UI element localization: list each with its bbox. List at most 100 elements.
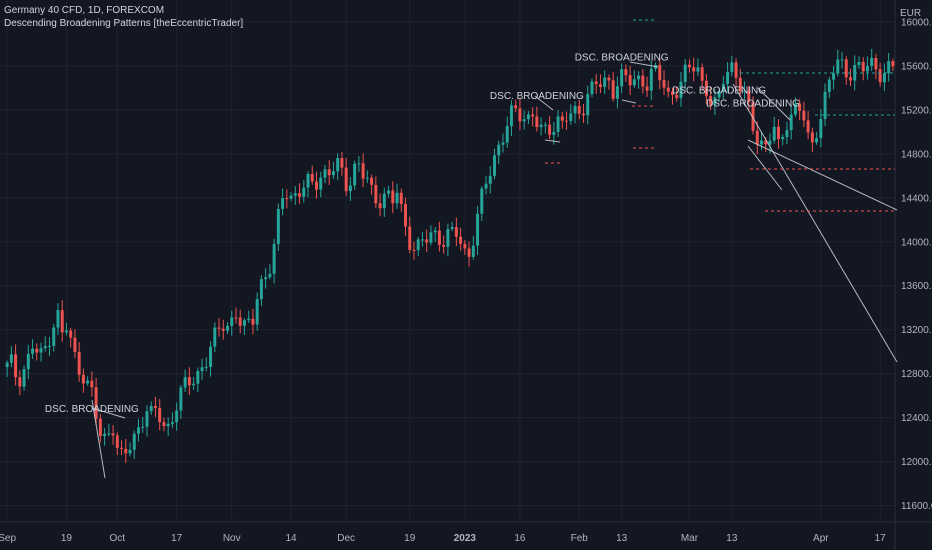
candle-body	[9, 354, 13, 363]
pattern-label: DSC. BROADENING	[706, 99, 800, 110]
candle-body	[755, 130, 759, 145]
chart-legend: Germany 40 CFD, 1D, FOREXCOM Descending …	[4, 4, 243, 30]
candle-body	[204, 366, 208, 368]
candle-body	[353, 163, 357, 186]
candle-body	[60, 310, 64, 333]
candle-body	[747, 90, 751, 103]
candle-body	[446, 229, 450, 247]
x-tick-label: 2023	[454, 533, 477, 544]
candle-body	[14, 354, 18, 378]
candle-body	[69, 330, 73, 338]
candle-body	[111, 433, 115, 436]
candle-body	[785, 130, 789, 138]
candle-body	[285, 198, 289, 200]
candle-body	[815, 137, 819, 143]
candle-body	[213, 327, 217, 347]
candle-body	[374, 184, 378, 204]
candle-body	[730, 62, 734, 72]
pattern-trendline	[747, 145, 783, 191]
y-tick-label: 14400.0	[901, 193, 932, 204]
candle-body	[115, 435, 119, 448]
candle-body	[679, 81, 683, 98]
candle-body	[738, 77, 742, 92]
candle-body	[535, 116, 539, 128]
candle-body	[891, 61, 895, 67]
candle-body	[658, 65, 662, 81]
candle-body	[645, 86, 649, 91]
candle-body	[709, 96, 713, 106]
y-tick-label: 12800.0	[901, 369, 932, 380]
candle-body	[471, 245, 475, 257]
symbol-title: Germany 40 CFD, 1D, FOREXCOM	[4, 5, 165, 16]
candle-body	[107, 433, 111, 435]
candle-body	[590, 81, 594, 95]
candle-body	[882, 73, 886, 83]
candle-body	[518, 108, 522, 122]
candle-body	[641, 75, 645, 87]
candle-body	[488, 175, 492, 184]
candle-body	[514, 105, 518, 109]
pattern-trendline	[621, 99, 637, 104]
candle-body	[259, 279, 263, 300]
x-tick-label: 19	[61, 533, 73, 544]
candle-body	[793, 103, 797, 115]
candle-body	[420, 239, 424, 241]
candle-body	[408, 226, 412, 250]
candle-body	[764, 140, 768, 145]
candle-body	[103, 433, 107, 437]
candle-body	[344, 167, 348, 192]
candle-body	[454, 227, 458, 237]
candle-body	[433, 230, 437, 233]
y-tick-label: 11600.0	[901, 501, 932, 512]
candle-body	[94, 387, 98, 419]
candle-body	[64, 330, 68, 333]
candle-body	[878, 69, 882, 83]
x-tick-label: Oct	[110, 533, 126, 544]
candle-body	[293, 193, 297, 196]
candle-body	[628, 75, 632, 86]
candle-body	[615, 86, 619, 99]
x-tick-label: 13	[726, 533, 738, 544]
candle-body	[153, 406, 157, 408]
candle-body	[772, 126, 776, 141]
candle-body	[743, 90, 747, 92]
candle-body	[52, 327, 56, 346]
candle-body	[819, 118, 823, 138]
indicator-title: Descending Broadening Patterns [theEccen…	[4, 18, 244, 29]
candle-body	[327, 169, 331, 176]
y-tick-label: 16000.0	[901, 17, 932, 28]
candle-body	[217, 327, 221, 329]
candle-body	[306, 173, 310, 188]
candle-body	[187, 377, 191, 386]
candle-body	[789, 114, 793, 131]
candle-body	[192, 383, 196, 386]
x-tick-label: Nov	[223, 533, 241, 544]
candle-body	[565, 120, 569, 122]
candle-body	[662, 80, 666, 88]
candle-body	[175, 410, 179, 423]
candle-body	[467, 248, 471, 257]
candle-body	[823, 91, 827, 119]
candle-body	[713, 97, 717, 106]
candle-body	[832, 73, 836, 80]
candle-body	[230, 317, 234, 326]
pattern-trendline	[629, 61, 659, 68]
x-tick-label: 17	[171, 533, 183, 544]
y-tick-label: 15600.0	[901, 61, 932, 72]
candle-body	[272, 243, 276, 274]
candle-body	[251, 318, 255, 325]
candle-body	[776, 126, 780, 139]
pattern-label: DSC. BROADENING	[672, 85, 766, 96]
candle-body	[77, 351, 81, 375]
pattern-trendline	[732, 83, 898, 363]
candle-body	[429, 232, 433, 243]
candle-body	[734, 62, 738, 78]
candle-body	[704, 80, 708, 97]
x-tick-label: 13	[616, 533, 628, 544]
candle-body	[298, 193, 302, 197]
candle-body	[624, 69, 628, 76]
candle-body	[798, 103, 802, 111]
x-tick-label: Mar	[681, 533, 699, 544]
candle-body	[539, 124, 543, 128]
